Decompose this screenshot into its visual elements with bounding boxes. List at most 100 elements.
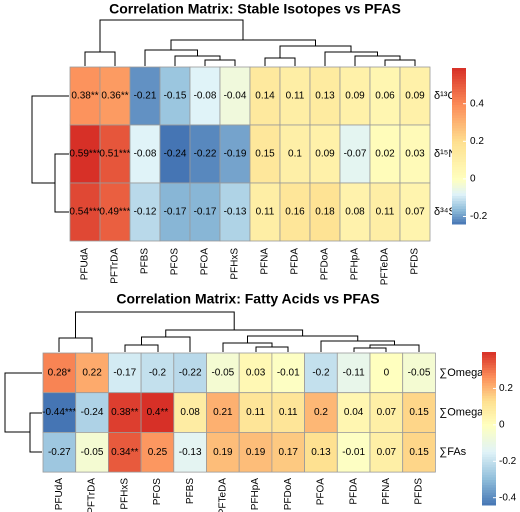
cell-label: -0.11 (343, 367, 365, 378)
heatmap-cell (75, 352, 109, 394)
colorbar-step (452, 177, 466, 181)
colorbar-step (452, 114, 466, 118)
heatmap-cell (271, 392, 305, 433)
heatmap-cell (69, 66, 101, 126)
heatmap-cell (219, 124, 251, 184)
colorbar-step (482, 390, 496, 394)
colorbar-step (452, 156, 466, 160)
colorbar-step (452, 96, 466, 100)
cell-label: -0.15 (164, 91, 187, 102)
cell-label: 0.28* (48, 367, 71, 378)
cell-label: 0.11 (376, 207, 395, 218)
cell-label: -0.19 (224, 149, 247, 160)
heatmap-cell (369, 182, 401, 242)
colorbar-step (482, 374, 496, 378)
colorbar-step (452, 195, 466, 199)
colorbar-step (452, 190, 466, 194)
colorbar-step (482, 357, 496, 361)
row-dendrogram (31, 95, 69, 213)
colorbar-step (452, 211, 466, 215)
cell-label: 0.19 (246, 447, 266, 458)
colorbar-step (452, 94, 466, 98)
heatmap-cell (249, 124, 281, 184)
column-label: PFNA (260, 248, 271, 275)
colorbar-tick-label: -0.4 (499, 492, 517, 503)
column-label: PFBS (140, 248, 151, 274)
colorbar-step (482, 380, 496, 384)
cell-label: 0.14 (255, 91, 275, 102)
heatmap-cell (129, 66, 161, 126)
colorbar-step (482, 397, 496, 401)
colorbar-step (452, 112, 466, 116)
column-label: PFDS (410, 248, 421, 275)
heatmap-cell (402, 352, 436, 394)
colorbar-step (482, 436, 496, 440)
heatmap-cell (336, 431, 371, 473)
column-label: PFHpA (350, 248, 361, 281)
heatmap-cell (271, 352, 305, 394)
column-label: PFOS (170, 248, 181, 276)
cell-label: 0.25 (148, 447, 168, 458)
column-label: PFHxS (119, 478, 130, 510)
colorbar-step (452, 200, 466, 204)
colorbar-tick-label: -0.2 (499, 456, 517, 467)
colorbar-step (482, 474, 496, 478)
cell-label: -0.21 (134, 91, 157, 102)
row-dendrogram (4, 372, 42, 453)
colorbar-step (452, 99, 466, 103)
colorbar-step (482, 461, 496, 465)
cell-label: 0.21 (213, 407, 233, 418)
colorbar-step (452, 213, 466, 217)
row-label: δ¹⁵N (434, 148, 456, 160)
cell-label: 0.06 (375, 91, 395, 102)
colorbar-step (452, 174, 466, 178)
heatmap-cell (304, 431, 338, 473)
heatmap-cell (309, 182, 341, 242)
cell-label: 0.49*** (99, 207, 130, 218)
colorbar-step (482, 400, 496, 404)
cell-label: -0.12 (134, 207, 157, 218)
colorbar-step (482, 369, 496, 373)
cell-label: -0.24 (81, 407, 104, 418)
cell-label: 0.38** (71, 91, 98, 102)
heatmap-cell (173, 392, 207, 433)
cell-label: 0.08 (345, 207, 365, 218)
heatmap-cell (140, 431, 175, 473)
colorbar-step (452, 169, 466, 173)
colorbar-step (452, 179, 466, 183)
cell-label: -0.13 (224, 207, 247, 218)
cell-label: -0.01 (342, 447, 365, 458)
column-label: PFNA (381, 478, 392, 505)
column-dendrogram (58, 311, 420, 352)
colorbar-step (452, 120, 466, 124)
heatmap-cell (339, 124, 371, 184)
colorbar-step (452, 73, 466, 77)
colorbar-step (482, 489, 496, 493)
cell-label: 0.11 (279, 407, 298, 418)
cell-label: 0.54*** (69, 207, 100, 218)
column-label: PFOA (200, 248, 211, 276)
cell-label: 0.15 (409, 447, 429, 458)
cell-label: -0.17 (194, 207, 217, 218)
colorbar-step (482, 466, 496, 470)
cell-label: 0.18 (315, 207, 335, 218)
cell-label: 0.09 (405, 91, 425, 102)
colorbar-step (482, 484, 496, 488)
cell-label: 0.4** (147, 407, 169, 418)
colorbar-step (452, 218, 466, 222)
heatmap-cell (279, 182, 311, 242)
colorbar-step (452, 146, 466, 150)
row-label: ∑Omega6 (439, 406, 489, 418)
colorbar-step (452, 161, 466, 165)
column-label: PFBS (185, 478, 196, 504)
heatmap-cell (219, 66, 251, 126)
column-label: PFOS (152, 478, 163, 506)
column-label: PFUdA (54, 478, 65, 511)
column-label: PFDA (290, 248, 301, 275)
colorbar-step (482, 469, 496, 473)
colorbar-step (452, 138, 466, 142)
cell-label: 0.11 (256, 207, 275, 218)
cell-label: -0.44*** (42, 407, 77, 418)
chart-title: Correlation Matrix: Fatty Acids vs PFAS (116, 291, 379, 307)
colorbar-step (482, 497, 496, 501)
